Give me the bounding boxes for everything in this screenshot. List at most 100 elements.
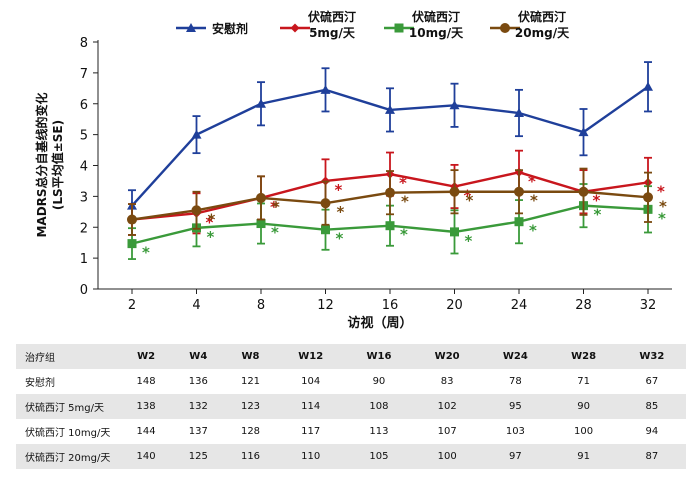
significance-star: * — [530, 192, 538, 210]
data-point — [385, 187, 395, 198]
table-header-row: 治疗组 W2 W4 W8 W12 W16 W20 W24 W28 W32 — [16, 344, 686, 369]
x-tick-label: 28 — [575, 298, 592, 313]
data-point — [514, 217, 524, 227]
significance-star: * — [206, 213, 214, 231]
data-point — [256, 98, 266, 108]
significance-star: * — [336, 230, 344, 248]
table-cell: 91 — [549, 444, 618, 469]
data-point — [127, 239, 137, 249]
x-tick-label: 20 — [446, 298, 463, 313]
data-point — [514, 108, 524, 118]
significance-star: * — [657, 182, 665, 200]
data-point — [449, 186, 460, 197]
table-cell: 71 — [577, 376, 590, 387]
significance-star: * — [466, 192, 474, 210]
significance-star: * — [659, 197, 667, 215]
table-cell: 102 — [413, 394, 482, 419]
table-header-cell: W16 — [344, 344, 414, 369]
table-cell: 137 — [188, 426, 208, 437]
significance-star: * — [142, 244, 150, 262]
table-cell: 95 — [481, 394, 550, 419]
x-tick-label: 12 — [317, 298, 334, 313]
series-4: ** ** * * * — [127, 167, 667, 236]
data-point — [256, 192, 266, 203]
x-tick-label: 16 — [382, 298, 399, 313]
significance-star: * — [335, 181, 343, 199]
table-row: 伏硫西汀 5mg/天 138 132 123 114 108 102 95 90 85 — [16, 394, 686, 419]
table-row: 伏硫西汀 20mg/天 140 125 116 110 105 100 97 91 87 — [16, 444, 686, 469]
legend-marker — [394, 23, 404, 33]
table-cell: 114 — [276, 394, 345, 419]
significance-star: * — [593, 192, 601, 210]
significance-star: * — [271, 224, 279, 242]
table-cell: 140 — [120, 444, 173, 469]
table-cell: 144 — [136, 426, 156, 437]
significance-star: * — [272, 198, 280, 216]
data-point — [385, 221, 395, 231]
plot-area: *** ******* * * * *** *** ** * * * — [127, 61, 667, 262]
table-cell: 136 — [188, 376, 208, 387]
x-axis-label: 访视（周） — [347, 315, 412, 331]
table-cell: 113 — [369, 426, 389, 437]
table-cell: 128 — [240, 426, 261, 437]
data-point — [643, 81, 653, 91]
x-tick-label: 2 — [128, 298, 136, 313]
data-point — [514, 186, 524, 197]
x-tick-label: 32 — [640, 298, 657, 313]
y-tick-label: 3 — [80, 190, 88, 205]
y-tick-label: 6 — [80, 98, 88, 113]
y-tick-label: 1 — [80, 252, 88, 267]
legend-marker — [290, 23, 300, 33]
table-cell: 97 — [481, 444, 550, 469]
legend-label: 10mg/天 — [409, 26, 464, 40]
table-cell: 100 — [574, 426, 594, 437]
y-tick-label: 5 — [80, 129, 88, 144]
table-header-cell: W24 — [481, 344, 550, 369]
table-cell: 104 — [301, 376, 321, 387]
legend-label: 20mg/天 — [515, 26, 570, 40]
legend-label: 伏硫西汀 — [412, 9, 460, 24]
legend-marker — [186, 23, 196, 32]
table-cell: 110 — [276, 444, 345, 469]
table-cell: 108 — [344, 394, 414, 419]
legend-item-2: 伏硫西汀 5mg/天 — [280, 9, 356, 40]
data-point — [256, 219, 266, 229]
table-header-cell: W12 — [276, 344, 345, 369]
table-header-cell: W8 — [224, 344, 277, 369]
table-header-cell: W28 — [549, 344, 618, 369]
data-point — [127, 214, 137, 225]
y-tick-label: 4 — [80, 160, 88, 175]
table-cell: 90 — [372, 376, 386, 387]
data-point — [191, 205, 202, 216]
data-point — [320, 198, 331, 209]
significance-star: * — [594, 206, 602, 224]
legend-label: 伏硫西汀 — [518, 9, 566, 24]
significance-star: * — [401, 193, 409, 211]
y-tick-label: 0 — [80, 283, 88, 298]
data-point — [191, 129, 202, 139]
significance-star: * — [337, 203, 345, 221]
table-cell: 85 — [617, 394, 686, 419]
legend-label: 伏硫西汀 — [308, 9, 356, 24]
significance-star: * — [400, 226, 408, 244]
table-cell: 148 — [136, 376, 156, 387]
legend-item-4: 伏硫西汀 20mg/天 — [490, 9, 570, 40]
significance-star: * — [464, 186, 472, 204]
significance-star: * — [207, 228, 215, 246]
table-cell: 121 — [240, 376, 261, 387]
legend-marker — [500, 23, 510, 33]
table-cell: 116 — [224, 444, 277, 469]
table-cell: 138 — [120, 394, 173, 419]
data-point — [320, 84, 331, 94]
table-header-cell: W2 — [120, 344, 173, 369]
legend-label: 5mg/天 — [309, 26, 356, 40]
significance-star: * — [465, 232, 473, 250]
table-header-cell: W20 — [413, 344, 482, 369]
table-cell: 94 — [645, 426, 659, 437]
data-point — [578, 127, 589, 137]
series-1 — [127, 61, 653, 222]
y-tick-label: 2 — [80, 221, 88, 236]
